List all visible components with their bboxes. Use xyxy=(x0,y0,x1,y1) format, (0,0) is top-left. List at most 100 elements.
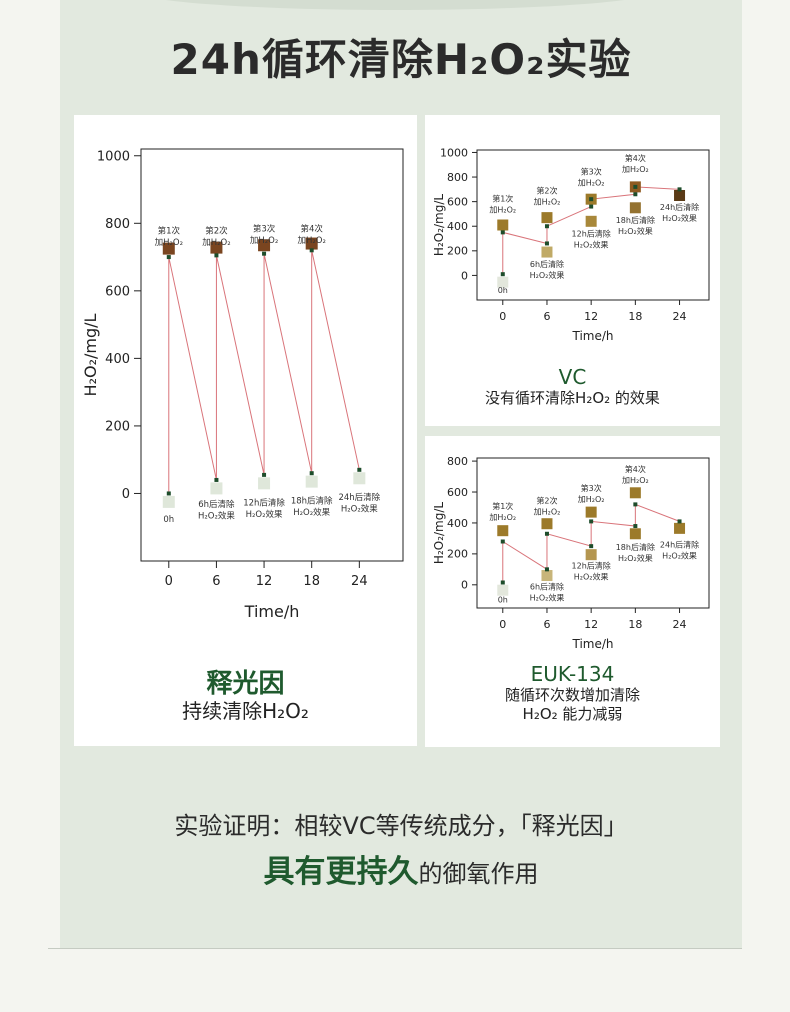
data-marker xyxy=(497,276,509,288)
chart-card-shiguangyin: 0 200 400 600 800 1000 0 6 12 18 24 Time/h H₂O₂/mg/L… xyxy=(74,115,417,746)
annotation-label: 加H₂O₂ xyxy=(489,512,516,522)
data-point xyxy=(309,248,314,253)
y-axis-label: H₂O₂/mg/L xyxy=(432,194,446,256)
annotation-label: H₂O₂效果 xyxy=(198,510,235,521)
y-tick-label: 0 xyxy=(122,487,130,502)
data-marker xyxy=(541,570,553,582)
annotation-label: 第3次 xyxy=(581,483,602,493)
x-tick-label: 0 xyxy=(165,574,173,589)
data-marker xyxy=(629,487,641,499)
ingredient-description: 没有循环清除H₂O₂ 的效果 xyxy=(485,389,660,407)
annotation-label: H₂O₂效果 xyxy=(530,270,565,280)
annotation-label: 加H₂O₂ xyxy=(622,475,649,485)
data-marker xyxy=(353,472,366,485)
data-point xyxy=(166,255,171,260)
data-point xyxy=(357,467,362,472)
y-tick-label: 200 xyxy=(447,245,468,258)
data-point xyxy=(500,272,505,277)
data-point xyxy=(544,531,549,536)
conclusion-line: 具有更持久的御氧作用 xyxy=(60,846,742,891)
x-tick-label: 18 xyxy=(628,618,642,631)
annotation-label: H₂O₂效果 xyxy=(662,213,697,223)
data-marker xyxy=(210,482,223,495)
y-tick-label: 800 xyxy=(447,455,468,468)
data-point xyxy=(589,544,594,549)
annotation-label: 第2次 xyxy=(205,225,228,236)
chart-shiguangyin: 0 200 400 600 800 1000 0 6 12 18 24 Time/h H₂O₂/mg/L… xyxy=(81,148,404,621)
annotation-label: 第4次 xyxy=(625,464,646,474)
data-marker xyxy=(585,506,597,518)
data-marker xyxy=(585,549,597,561)
annotation-label: 12h后清除 xyxy=(572,561,611,571)
data-point xyxy=(633,184,638,189)
annotation-label: 24h后清除 xyxy=(338,492,380,503)
ingredient-description: 随循环次数增加清除 H₂O₂ 能力减弱 xyxy=(425,686,720,724)
ingredient-name: VC xyxy=(558,365,587,389)
y-tick-label: 600 xyxy=(105,284,130,299)
bottom-divider xyxy=(48,948,742,949)
conclusion-line: 实验证明：相较VC等传统成分，「释光因」 xyxy=(174,812,628,840)
annotation-label: 加H₂O₂ xyxy=(578,494,605,504)
y-tick-label: 1000 xyxy=(440,146,468,159)
annotation-label: 第1次 xyxy=(158,225,181,236)
data-marker xyxy=(629,528,641,540)
annotation-label: 6h后清除 xyxy=(530,259,564,269)
annotation-label: 加H₂O₂ xyxy=(622,164,649,174)
annotation-label: H₂O₂效果 xyxy=(530,592,565,602)
annotation-label: H₂O₂效果 xyxy=(246,509,283,520)
data-marker xyxy=(305,237,318,250)
page-title: 24h循环清除H₂O₂实验 xyxy=(170,35,632,84)
plot-frame xyxy=(476,149,710,301)
annotation-label: 0h xyxy=(498,596,508,605)
plot-frame xyxy=(476,457,710,609)
annotation-label: H₂O₂效果 xyxy=(662,551,697,561)
data-point xyxy=(589,519,594,524)
data-point xyxy=(214,477,219,482)
data-marker xyxy=(497,525,509,537)
x-tick-label: 0 xyxy=(499,618,506,631)
annotation-label: 0h xyxy=(498,286,508,295)
x-tick-label: 24 xyxy=(351,574,368,589)
data-marker xyxy=(210,241,223,254)
data-marker xyxy=(497,219,509,231)
data-point xyxy=(166,491,171,496)
annotation-label: H₂O₂效果 xyxy=(574,572,609,582)
x-tick-label: 24 xyxy=(673,310,687,323)
x-tick-label: 12 xyxy=(584,310,598,323)
x-tick-label: 6 xyxy=(212,574,220,589)
conclusion-highlight: 具有更持久 xyxy=(263,854,419,890)
ingredient-description: 持续清除H₂O₂ xyxy=(182,699,309,723)
data-point xyxy=(633,192,638,197)
y-tick-label: 0 xyxy=(461,269,468,282)
annotation-label: 24h后清除 xyxy=(660,540,699,550)
data-point xyxy=(214,253,219,258)
y-axis-label: H₂O₂/mg/L xyxy=(432,502,446,564)
annotation-label: 第3次 xyxy=(581,167,602,177)
x-tick-label: 18 xyxy=(628,310,642,323)
conclusion-rest: 的御氧作用 xyxy=(418,860,539,888)
chart-vc: 0 200 400 600 800 1000 0 6 12 18 24 Time/h H₂O₂/mg/L… xyxy=(432,146,710,343)
x-axis-label: Time/h xyxy=(571,637,613,651)
data-point xyxy=(633,524,638,529)
data-marker xyxy=(585,215,597,227)
data-point xyxy=(262,251,267,256)
annotation-label: H₂O₂效果 xyxy=(618,226,653,236)
annotation-label: H₂O₂效果 xyxy=(341,504,378,515)
annotation-label: 第2次 xyxy=(536,496,557,506)
plot-frame xyxy=(140,148,404,562)
y-tick-label: 600 xyxy=(447,195,468,208)
chart-card-vc: 0 200 400 600 800 1000 0 6 12 18 24 Time/h H₂O₂/mg/L… xyxy=(425,115,720,426)
x-tick-label: 18 xyxy=(303,574,320,589)
annotation-label: 12h后清除 xyxy=(572,229,611,239)
annotation-label: 18h后清除 xyxy=(616,542,655,552)
description-line: 随循环次数增加清除 xyxy=(504,686,640,704)
data-point xyxy=(544,224,549,229)
data-point xyxy=(544,567,549,572)
annotation-label: 12h后清除 xyxy=(243,497,285,508)
annotation-label: 加H₂O₂ xyxy=(578,178,605,188)
data-point xyxy=(500,230,505,235)
ingredient-name: 释光因 xyxy=(206,669,285,699)
annotation-label: 加H₂O₂ xyxy=(202,237,230,248)
annotation-label: 加H₂O₂ xyxy=(489,205,516,215)
